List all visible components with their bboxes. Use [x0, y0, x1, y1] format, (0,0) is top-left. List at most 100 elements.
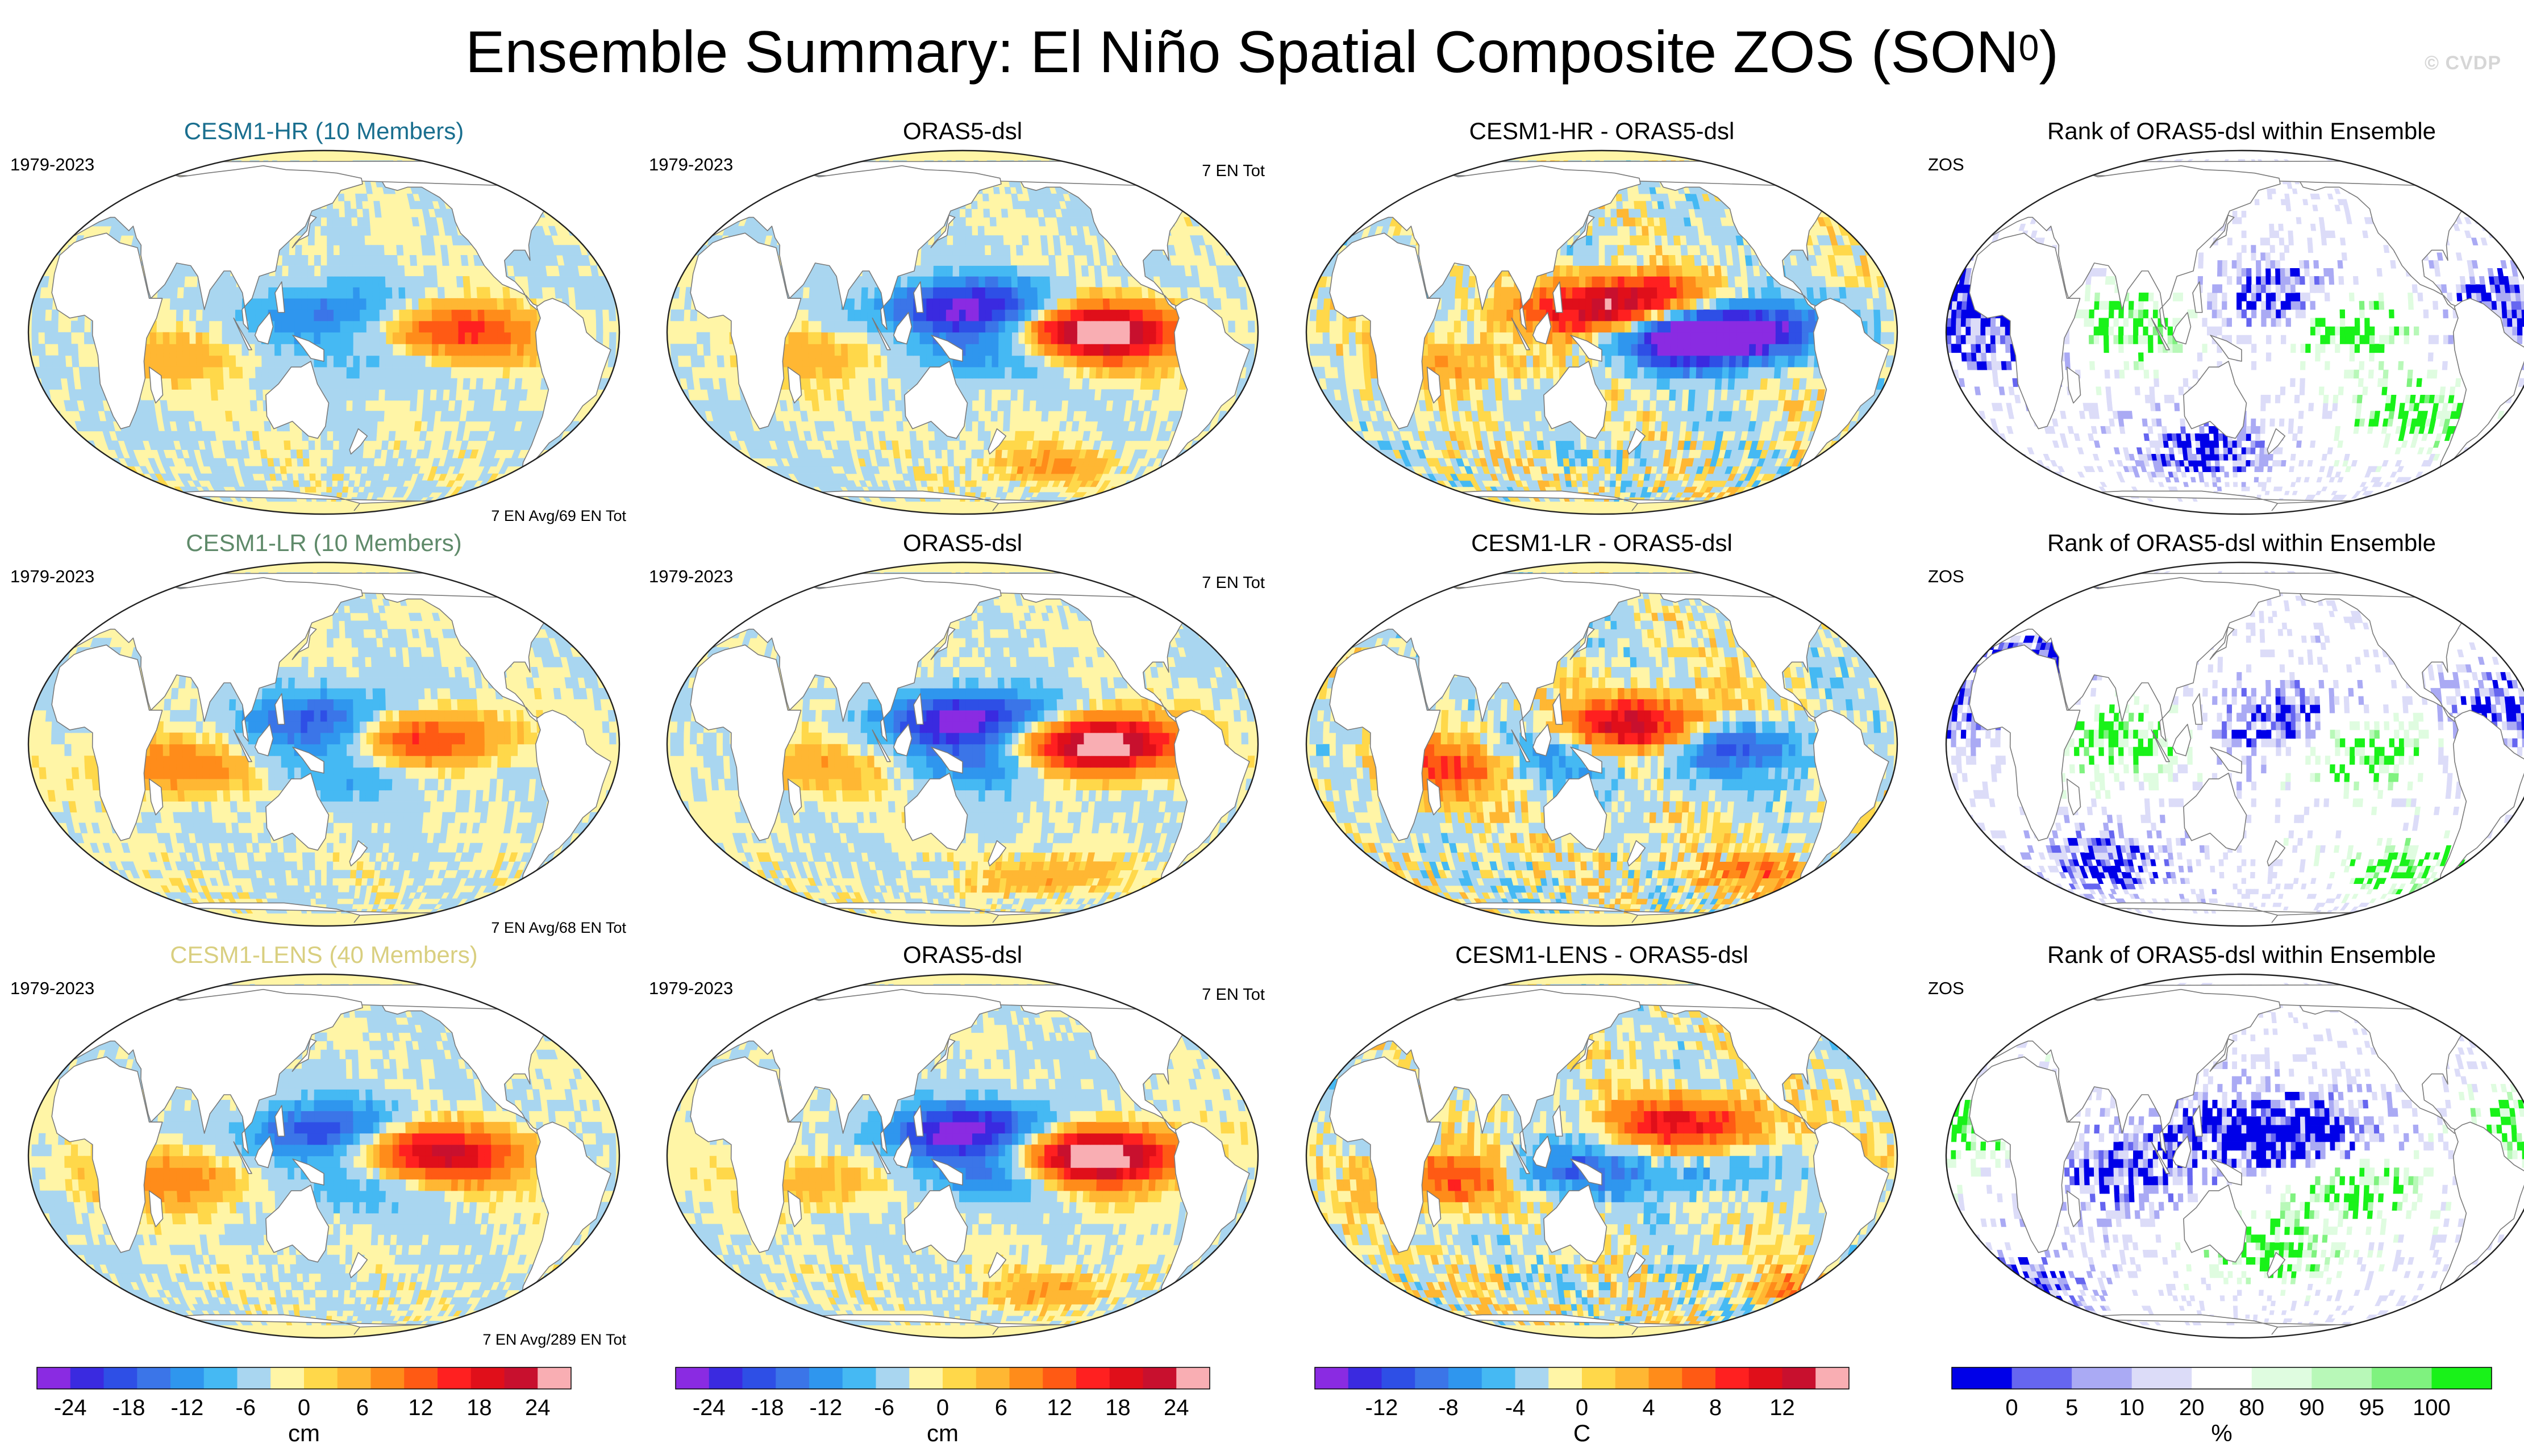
- grid-cell: [1160, 366, 1169, 379]
- grid-cell: [1414, 480, 1426, 487]
- grid-cell: [1194, 187, 1206, 194]
- grid-cell: [685, 411, 695, 422]
- grid-cell: [926, 355, 934, 368]
- grid-cell: [1121, 160, 1134, 164]
- grid-cell: [1153, 378, 1161, 390]
- grid-cell: [366, 355, 373, 368]
- figure-title-superscript: 0: [2019, 27, 2039, 68]
- grid-cell: [840, 320, 848, 333]
- grid-cell: [1165, 486, 1178, 493]
- grid-cell: [464, 332, 472, 344]
- grid-cell: [406, 320, 413, 333]
- grid-cell: [1564, 473, 1572, 481]
- grid-cell: [301, 276, 308, 287]
- grid-cell: [333, 287, 341, 299]
- grid-cell: [906, 366, 914, 379]
- grid-cell: [1005, 366, 1012, 379]
- grid-cell: [1409, 492, 1422, 498]
- land-mass: [254, 312, 274, 345]
- grid-cell: [261, 344, 269, 356]
- grid-cell: [1155, 309, 1163, 322]
- grid-cell: [965, 332, 973, 344]
- grid-cell: [1149, 480, 1161, 487]
- grid-cell: [548, 226, 558, 236]
- grid-cell: [81, 466, 93, 474]
- grid-cell: [893, 298, 901, 310]
- grid-cell: [1610, 473, 1617, 481]
- grid-cell: [1610, 449, 1618, 459]
- grid-cell: [1177, 265, 1186, 277]
- grid-cell: [307, 320, 315, 333]
- grid-cell: [1344, 449, 1355, 459]
- grid-cell: [948, 480, 955, 487]
- grid-cell: [373, 344, 380, 356]
- grid-cell: [814, 309, 822, 322]
- grid-cell: [484, 355, 492, 368]
- grid-cell: [990, 411, 998, 422]
- grid-cell: [1850, 466, 1863, 474]
- grid-cell: [1081, 265, 1089, 277]
- grid-cell: [384, 255, 391, 266]
- grid-cell: [1102, 492, 1114, 498]
- grid-cell: [448, 389, 457, 401]
- grid-cell: [1205, 466, 1218, 474]
- grid-cell: [232, 421, 240, 432]
- grid-cell: [164, 366, 172, 379]
- grid-cell: [959, 235, 966, 245]
- grid-cell: [438, 344, 445, 356]
- grid-cell: [1077, 344, 1084, 356]
- grid-cell: [570, 449, 582, 459]
- grid-cell: [1375, 486, 1389, 493]
- grid-cell: [1143, 400, 1152, 411]
- grid-cell: [351, 226, 359, 236]
- grid-cell: [1580, 458, 1588, 467]
- grid-cell: [379, 309, 387, 322]
- grid-cell: [684, 298, 692, 310]
- grid-cell: [163, 355, 171, 368]
- grid-cell: [315, 480, 322, 487]
- grid-cell: [495, 486, 507, 493]
- grid-cell: [511, 480, 523, 487]
- grid-cell: [972, 235, 979, 245]
- grid-cell: [1413, 486, 1426, 493]
- grid-cell: [282, 255, 289, 266]
- grid-cell: [847, 320, 855, 333]
- grid-cell: [297, 458, 304, 467]
- grid-cell: [1206, 287, 1214, 299]
- grid-cell: [352, 411, 359, 422]
- grid-cell: [82, 201, 94, 210]
- grid-cell: [522, 480, 534, 487]
- grid-cell: [1071, 332, 1078, 344]
- grid-cell: [209, 366, 217, 379]
- grid-cell: [190, 366, 198, 379]
- grid-cell: [965, 287, 973, 299]
- grid-cell: [1017, 366, 1025, 379]
- grid-cell: [86, 193, 98, 202]
- grid-cell: [430, 265, 438, 277]
- grid-cell: [776, 497, 789, 502]
- grid-cell: [1090, 332, 1098, 344]
- grid-cell: [1509, 411, 1517, 422]
- grid-cell: [235, 366, 243, 379]
- grid-cell: [561, 287, 569, 299]
- grid-cell: [1122, 298, 1130, 310]
- grid-cell: [385, 378, 393, 390]
- grid-cell: [314, 208, 322, 218]
- grid-cell: [549, 187, 562, 194]
- figure-title-text: Ensemble Summary: El Niño Spatial Compos…: [465, 19, 2019, 85]
- grid-cell: [346, 389, 353, 401]
- grid-cell: [1209, 449, 1221, 459]
- grid-cell: [1071, 421, 1080, 432]
- grid-cell: [927, 265, 934, 277]
- grid-cell: [1090, 320, 1098, 333]
- grid-cell: [514, 162, 528, 167]
- grid-cell: [1089, 355, 1097, 368]
- grid-cell: [38, 309, 46, 322]
- grid-cell: [406, 193, 415, 202]
- grid-cell: [290, 449, 298, 459]
- grid-cell: [982, 466, 989, 474]
- grid-cell: [1409, 480, 1420, 487]
- grid-cell: [346, 287, 354, 299]
- grid-cell: [952, 332, 960, 344]
- grid-cell: [939, 265, 947, 277]
